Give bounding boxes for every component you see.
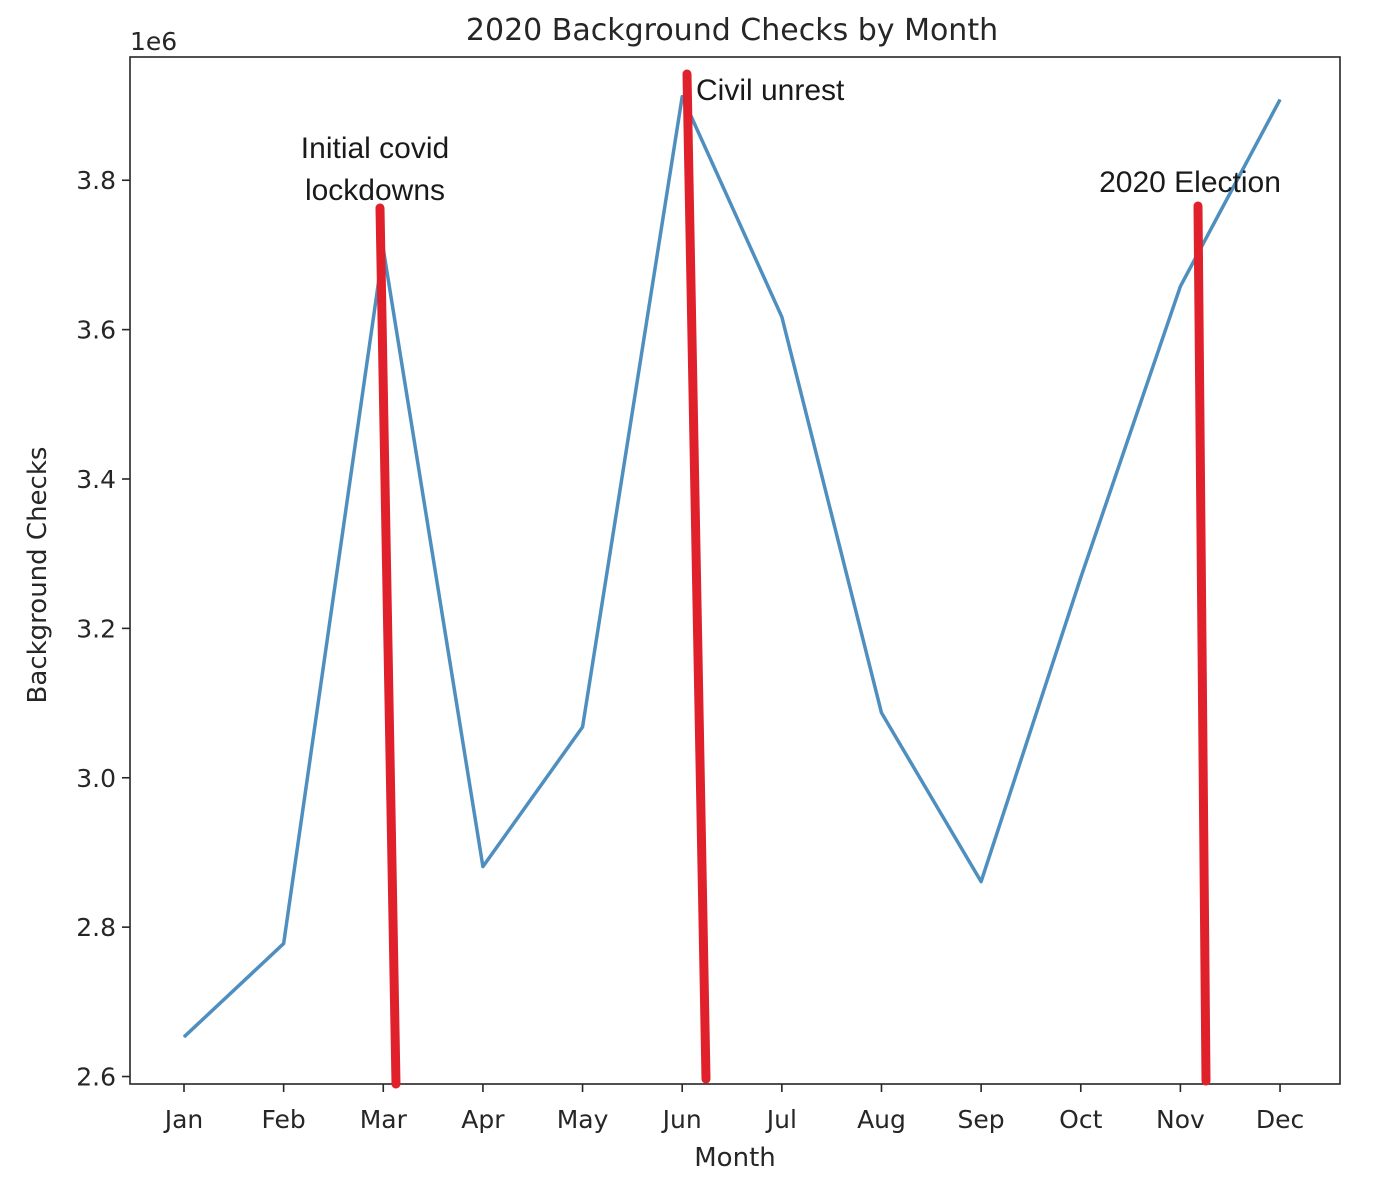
data-point bbox=[781, 316, 783, 318]
y-axis: 2.6 2.8 3.0 3.2 3.4 3.6 3.8 bbox=[76, 166, 130, 1092]
x-axis-label: Month bbox=[694, 1143, 776, 1173]
chart-title: 2020 Background Checks by Month bbox=[466, 13, 998, 48]
x-tick-label: Apr bbox=[461, 1105, 505, 1134]
annotation-marker-mar bbox=[375, 203, 401, 1089]
data-point bbox=[482, 866, 484, 868]
plot-area bbox=[129, 56, 1341, 1085]
x-tick-label: Dec bbox=[1256, 1105, 1304, 1134]
y-multiplier-label: 1e6 bbox=[130, 27, 177, 56]
x-tick-label: Aug bbox=[857, 1105, 906, 1134]
y-axis-label: Background Checks bbox=[23, 447, 53, 704]
annotation-marker-jun bbox=[682, 69, 711, 1084]
annotation-text: 2020 Election bbox=[1099, 166, 1281, 199]
y-tick-label: 3.8 bbox=[76, 166, 116, 195]
x-tick-label: Nov bbox=[1156, 1105, 1205, 1134]
x-tick-label: Jul bbox=[765, 1105, 797, 1134]
data-point bbox=[283, 943, 285, 945]
annotation-text: lockdowns bbox=[305, 174, 445, 207]
annotation-text: Initial covid bbox=[301, 132, 449, 165]
y-tick-label: 3.4 bbox=[76, 465, 116, 494]
x-tick-label: Sep bbox=[958, 1105, 1005, 1134]
y-tick-label: 3.6 bbox=[76, 316, 116, 345]
data-point bbox=[980, 881, 982, 883]
annotation-marker-nov bbox=[1193, 201, 1211, 1086]
data-point bbox=[1080, 577, 1082, 579]
x-axis: Jan Feb Mar Apr May Jun Jul Aug Sep Oct Nov Dec bbox=[163, 1084, 1304, 1134]
x-tick-label: Oct bbox=[1059, 1105, 1102, 1134]
annotation-markers bbox=[375, 69, 1211, 1089]
y-tick-label: 3.0 bbox=[76, 764, 116, 793]
x-tick-label: May bbox=[557, 1105, 609, 1134]
data-point bbox=[183, 1036, 185, 1038]
y-tick-label: 2.6 bbox=[76, 1063, 116, 1092]
data-point bbox=[582, 726, 584, 728]
annotation-layer: Initial covid lockdowns Civil unrest 2020 E… bbox=[301, 74, 1281, 207]
data-point bbox=[1279, 99, 1281, 101]
series-line bbox=[182, 94, 1282, 1039]
data-point bbox=[681, 96, 683, 98]
x-tick-label: Jun bbox=[661, 1105, 702, 1134]
annotation-text: Civil unrest bbox=[696, 74, 845, 107]
data-point bbox=[1179, 285, 1181, 287]
x-tick-label: Jan bbox=[163, 1105, 204, 1134]
series-layer bbox=[182, 94, 1282, 1039]
x-tick-label: Feb bbox=[262, 1105, 306, 1134]
data-point bbox=[880, 712, 882, 714]
y-tick-label: 2.8 bbox=[76, 913, 116, 942]
y-tick-label: 3.2 bbox=[76, 614, 116, 643]
x-tick-label: Mar bbox=[360, 1105, 408, 1134]
